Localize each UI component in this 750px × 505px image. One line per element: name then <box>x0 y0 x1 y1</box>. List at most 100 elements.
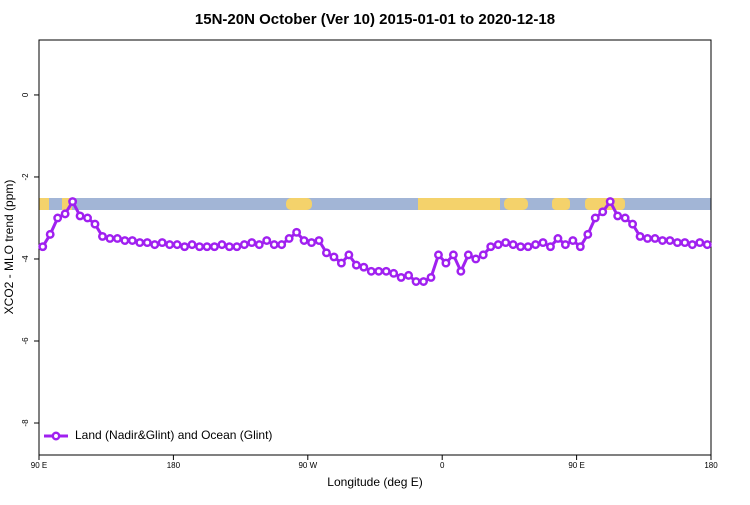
data-point <box>643 234 652 243</box>
data-point <box>60 209 70 219</box>
data-point <box>210 242 219 252</box>
y-tick-label: -8 <box>21 419 30 427</box>
data-point <box>448 250 458 260</box>
x-tick-label: 90 E <box>568 461 584 470</box>
data-point <box>307 238 316 248</box>
data-point <box>217 240 227 250</box>
data-point <box>68 197 78 207</box>
data-point <box>120 236 130 245</box>
ocean-strip <box>39 198 711 210</box>
land-patch <box>504 198 528 210</box>
data-point <box>314 236 324 245</box>
data-point <box>254 240 264 250</box>
data-point <box>590 213 600 223</box>
y-tick-label: -2 <box>21 173 30 181</box>
x-tick-label: 90 E <box>31 461 47 470</box>
data-point <box>366 266 376 276</box>
data-point <box>635 231 645 241</box>
data-point <box>232 242 242 252</box>
data-point <box>628 219 638 229</box>
data-point <box>269 240 279 250</box>
data-point <box>478 250 488 260</box>
data-point <box>658 236 667 245</box>
data-point <box>195 242 204 252</box>
data-point <box>381 266 391 276</box>
data-point <box>112 234 122 243</box>
data-point <box>680 238 690 248</box>
data-point <box>180 242 190 252</box>
data-point <box>75 211 85 221</box>
data-point <box>135 238 145 248</box>
data-point <box>83 213 92 223</box>
data-point <box>351 260 361 270</box>
data-point <box>172 240 182 250</box>
data-point <box>404 270 414 280</box>
data-point <box>247 238 257 248</box>
data-point <box>501 238 511 248</box>
data-point <box>546 242 555 252</box>
data-point <box>605 197 615 207</box>
x-tick-label: 90 W <box>298 461 317 470</box>
data-point <box>262 236 272 245</box>
y-tick-label: -4 <box>21 255 30 263</box>
data-point <box>202 242 212 252</box>
data-point <box>702 240 712 250</box>
data-point <box>38 242 48 252</box>
data-point <box>98 231 107 241</box>
data-point <box>45 229 55 239</box>
data-point <box>613 211 623 221</box>
legend-label: Land (Nadir&Glint) and Ocean (Glint) <box>75 428 272 442</box>
data-point <box>486 242 496 252</box>
data-point <box>127 236 137 245</box>
data-point <box>687 240 697 250</box>
y-tick-label: -6 <box>21 337 30 345</box>
data-point <box>620 213 630 223</box>
data-point <box>359 262 369 272</box>
data-point <box>598 207 608 217</box>
y-tick-label: 0 <box>21 92 30 97</box>
data-point <box>329 252 339 262</box>
data-point <box>568 236 578 245</box>
data-point <box>419 277 428 286</box>
data-point <box>374 266 384 276</box>
data-point <box>553 234 563 243</box>
data-point <box>277 240 287 250</box>
data-point <box>224 242 234 252</box>
data-point <box>187 240 197 250</box>
data-point <box>463 250 473 260</box>
land-patch <box>286 198 312 210</box>
data-point <box>426 272 436 282</box>
data-point <box>434 250 443 260</box>
data-point <box>336 258 346 268</box>
data-point <box>157 238 167 248</box>
data-point <box>523 242 533 252</box>
data-point <box>396 272 406 282</box>
data-point <box>493 240 503 250</box>
land-patch <box>62 198 72 210</box>
data-point <box>299 236 309 245</box>
legend-marker <box>51 431 61 441</box>
data-point <box>508 240 518 250</box>
data-point <box>583 229 593 239</box>
data-point <box>441 258 451 268</box>
data-point <box>538 238 548 248</box>
data-point <box>53 213 63 223</box>
data-point <box>105 234 115 243</box>
data-point <box>672 238 682 248</box>
data-point <box>575 242 585 252</box>
data-point <box>90 219 100 229</box>
data-point <box>142 238 152 248</box>
plot-frame <box>38 39 712 456</box>
data-point <box>239 240 249 250</box>
data-point <box>471 254 481 264</box>
land-patch <box>552 198 570 210</box>
x-tick-label: 180 <box>167 461 181 470</box>
data-point <box>344 250 354 260</box>
data-point <box>284 234 294 243</box>
data-point <box>292 227 302 237</box>
data-point <box>389 268 399 278</box>
data-point <box>150 240 160 250</box>
land-patch <box>418 198 500 210</box>
x-axis-label: Longitude (deg E) <box>327 475 422 489</box>
